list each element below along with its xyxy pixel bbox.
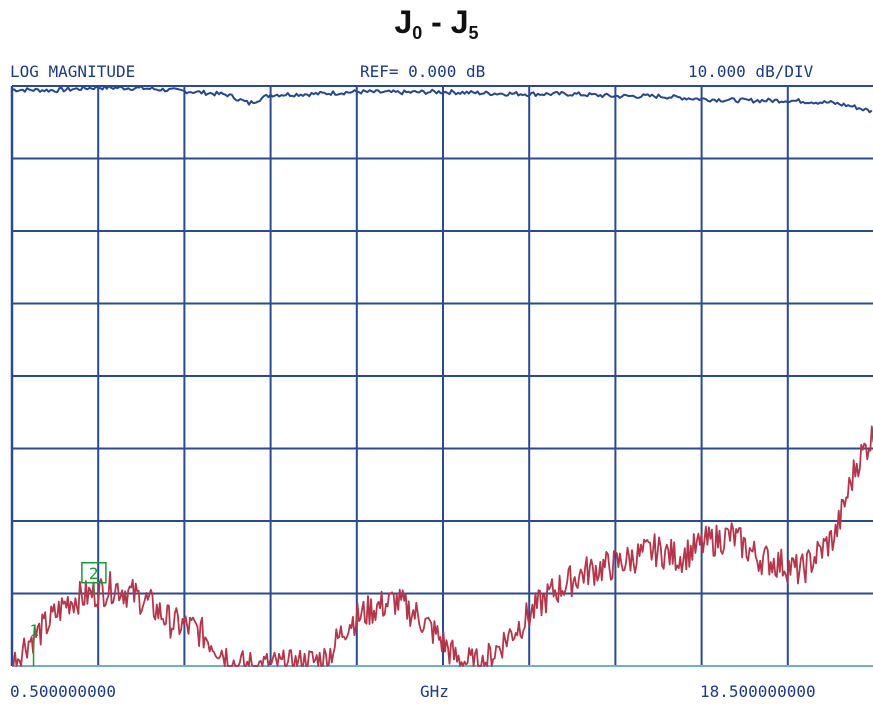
scale-label: 10.000 dB/DIV [688,62,814,81]
stop-frequency-label: 18.500000000 [700,682,816,701]
upper-trace-line [11,85,873,114]
title-separator: - J [422,4,469,40]
marker-2-label: 2 [89,564,99,583]
marker-1-label: 1 [30,621,40,640]
start-frequency-label: 0.500000000 [10,682,116,701]
title-letter: J [394,4,413,40]
title-subscript-0: 0 [412,23,423,43]
reference-label: REF= 0.000 dB [360,62,486,81]
lower-trace-line [11,425,873,667]
format-label: LOG MAGNITUDE [10,62,136,81]
chart-title: J0 - J5 [0,4,873,44]
frequency-unit-label: GHz [420,682,449,701]
title-subscript-5: 5 [468,23,479,43]
